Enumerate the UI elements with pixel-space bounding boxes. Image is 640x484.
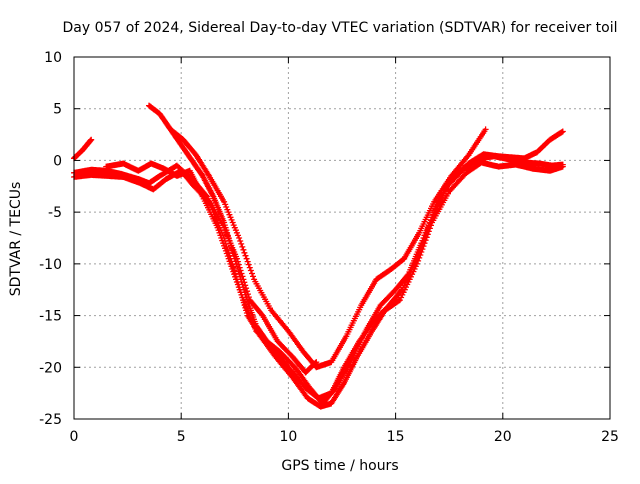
y-tick-label: -10 <box>39 257 62 273</box>
chart-title: Day 057 of 2024, Sidereal Day-to-day VTE… <box>62 20 617 36</box>
x-tick-label: 20 <box>494 429 512 445</box>
y-tick-label: 5 <box>53 102 62 118</box>
x-tick-label: 15 <box>387 429 405 445</box>
x-axis-label: GPS time / hours <box>281 458 398 474</box>
y-tick-label: 10 <box>44 50 62 66</box>
y-axis-label: SDTVAR / TECUs <box>8 182 24 297</box>
x-tick-label: 10 <box>279 429 297 445</box>
y-tick-label: -20 <box>39 360 62 376</box>
data-point-markers <box>167 126 489 371</box>
series-track-1 <box>71 162 320 376</box>
y-tick-label: -15 <box>39 309 62 325</box>
data-point-markers <box>71 162 320 376</box>
series-track-4 <box>146 102 566 407</box>
data-point-markers <box>146 102 566 407</box>
y-tick-label: -25 <box>39 412 62 428</box>
series-track-5 <box>167 126 489 371</box>
y-tick-label: -5 <box>48 205 62 221</box>
x-tick-label: 25 <box>601 429 619 445</box>
axis-ticks: 0 5 10 15 20 25 -25 -20 -15 -10 -5 0 5 10 <box>39 50 619 445</box>
y-tick-label: 0 <box>53 153 62 169</box>
series-track-3 <box>103 153 566 402</box>
data-point-markers <box>103 153 566 402</box>
x-tick-label: 5 <box>177 429 186 445</box>
x-tick-label: 0 <box>70 429 79 445</box>
data-point-markers <box>71 159 566 410</box>
plot-frame <box>73 56 611 420</box>
data-points <box>71 102 566 410</box>
series-track-2 <box>71 159 566 410</box>
